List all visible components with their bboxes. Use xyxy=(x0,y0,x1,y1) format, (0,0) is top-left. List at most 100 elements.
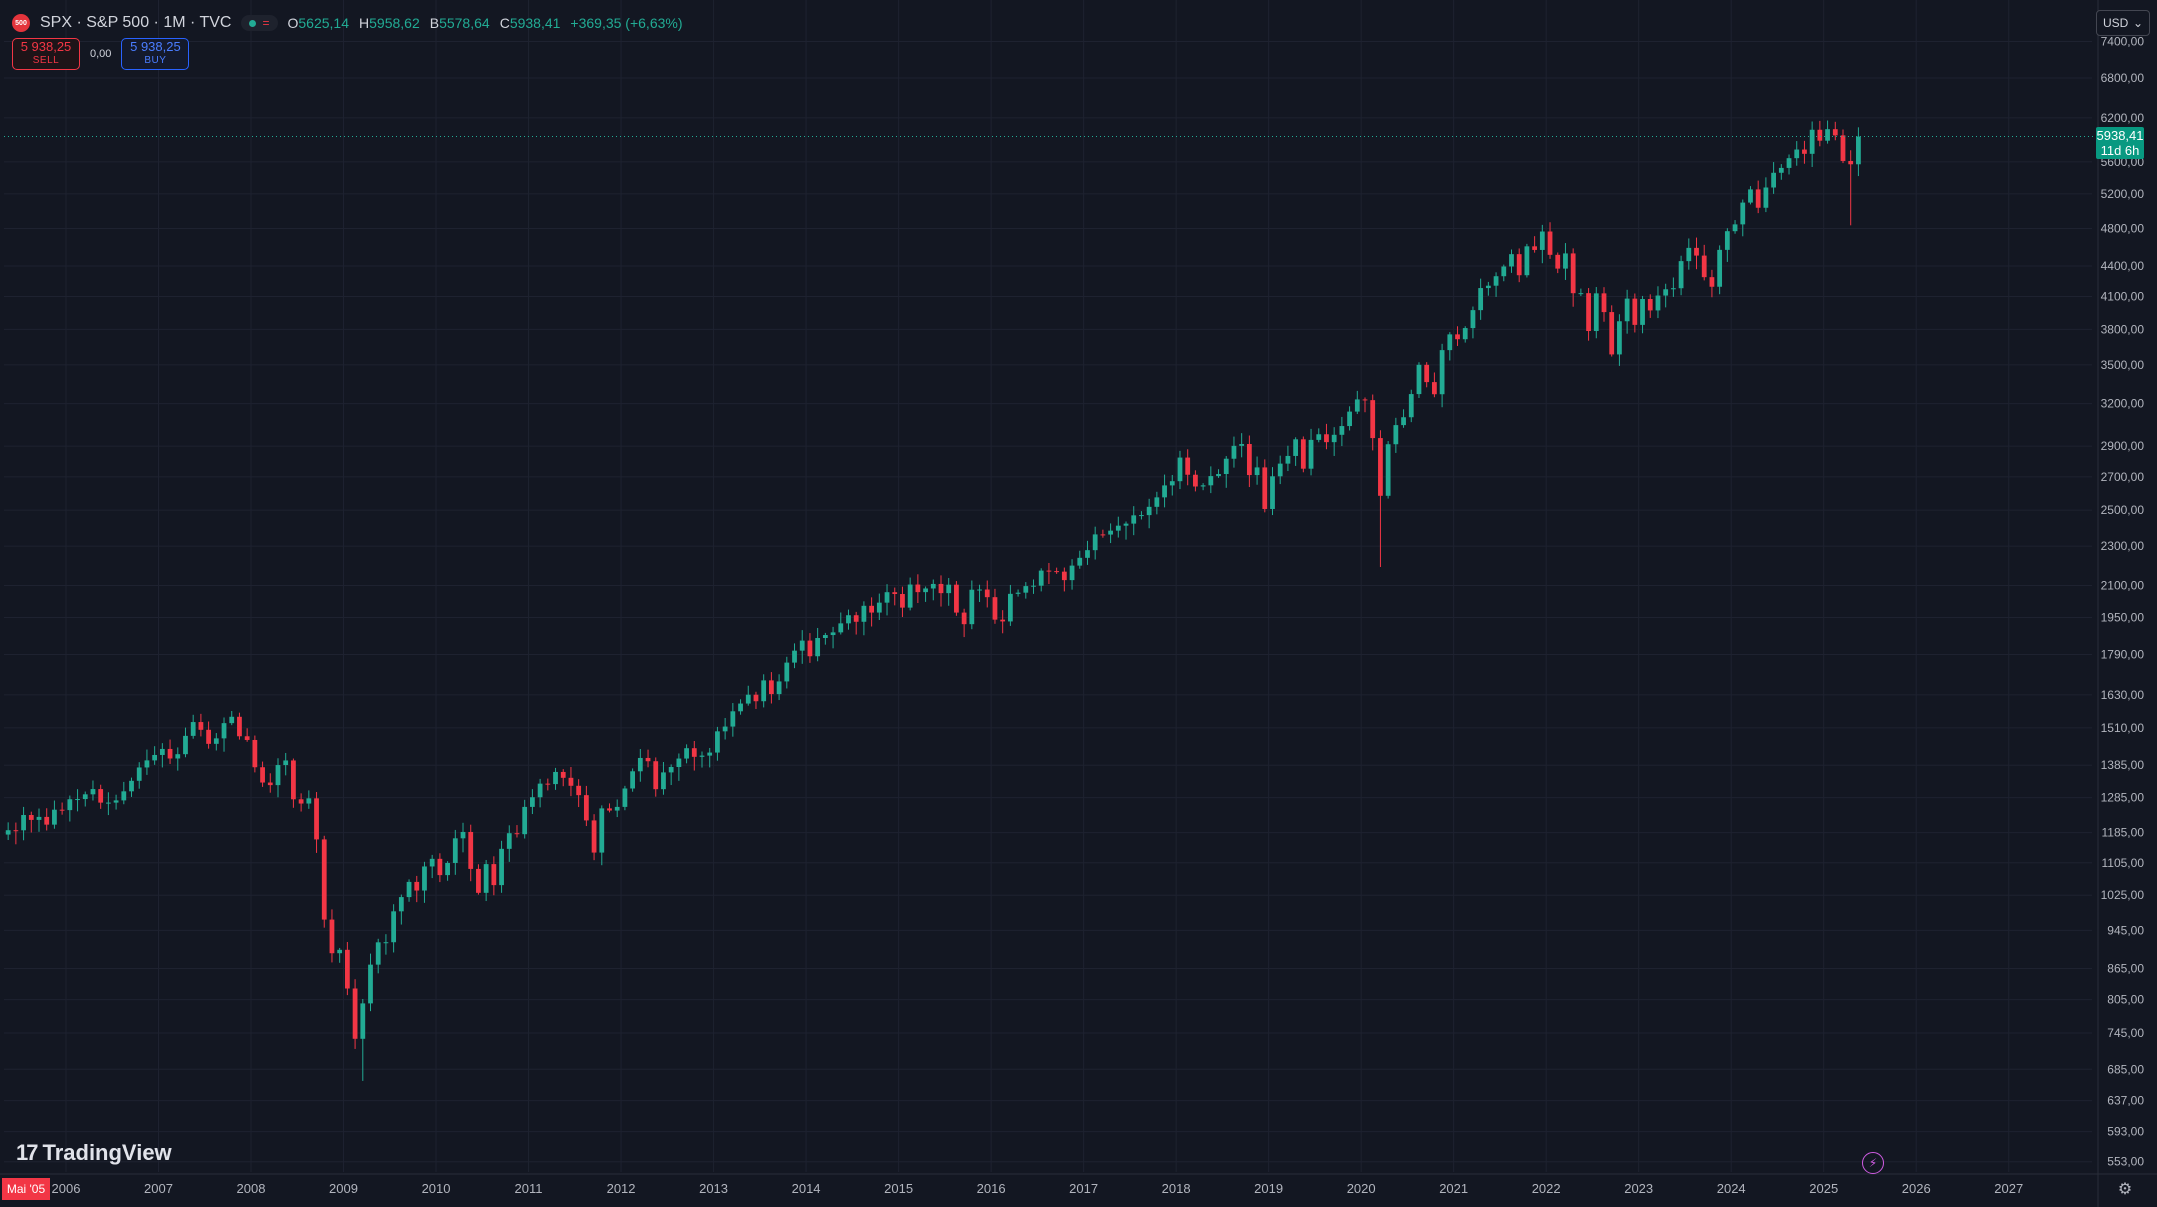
candle-body xyxy=(1771,172,1776,188)
candle-body xyxy=(113,800,119,803)
sell-price: 5 938,25 xyxy=(20,39,72,54)
market-open-dot-icon xyxy=(249,19,257,27)
currency-select[interactable]: USD ⌄ xyxy=(2096,10,2150,36)
candle-body xyxy=(1802,149,1807,154)
candle-body xyxy=(1208,476,1214,486)
candle-body xyxy=(1632,298,1638,325)
candle-body xyxy=(1146,506,1152,516)
candle-body xyxy=(1362,399,1368,401)
market-status-pill[interactable]: = xyxy=(241,15,278,31)
candle-body xyxy=(653,761,659,790)
x-tick-label: 2020 xyxy=(1347,1181,1376,1196)
candle-body xyxy=(668,767,674,773)
candle-body xyxy=(792,650,797,663)
candle-body xyxy=(1601,293,1607,313)
candle-body xyxy=(375,942,381,965)
last-price-value: 5938,41 xyxy=(2096,127,2144,143)
candle-body xyxy=(1354,399,1360,412)
candle-body xyxy=(1678,261,1684,289)
candle-body xyxy=(1139,515,1144,517)
candle-body xyxy=(961,612,967,625)
candle-body xyxy=(1524,246,1530,276)
candle-body xyxy=(1223,458,1229,475)
candle-body xyxy=(499,848,504,886)
candle-body xyxy=(954,584,959,613)
candle-body xyxy=(360,1003,366,1039)
tradingview-logo[interactable]: 17 TradingView xyxy=(16,1140,172,1166)
candle-body xyxy=(252,739,258,768)
candle-body xyxy=(1331,434,1337,443)
candle-body xyxy=(884,592,890,603)
candle-body xyxy=(699,755,705,757)
candle-body xyxy=(1686,247,1692,262)
first-date-label: Mai '05 xyxy=(2,1178,50,1200)
x-tick-label: 2014 xyxy=(792,1181,821,1196)
brand-name: TradingView xyxy=(42,1140,172,1165)
buy-button[interactable]: 5 938,25 BUY xyxy=(121,38,190,70)
sell-button[interactable]: 5 938,25 SELL xyxy=(12,38,80,70)
candle-body xyxy=(183,735,188,755)
x-tick-label: 2021 xyxy=(1439,1181,1468,1196)
candle-body xyxy=(537,783,543,798)
tv-logo-icon: 17 xyxy=(16,1140,39,1165)
candle-body xyxy=(406,881,412,898)
candle-body xyxy=(1108,530,1113,535)
candle-body xyxy=(599,808,605,853)
y-tick-label: 1025,00 xyxy=(2101,888,2145,902)
candle-body xyxy=(1663,289,1669,296)
candle-body xyxy=(1200,485,1206,487)
candle-body xyxy=(676,758,682,768)
candle-body xyxy=(429,858,435,867)
candle-body xyxy=(853,615,859,622)
candle-body xyxy=(1832,129,1838,136)
candle-body xyxy=(1701,255,1707,278)
settings-gear-icon[interactable]: ⚙ xyxy=(2117,1181,2133,1198)
candle-body xyxy=(121,791,127,801)
equals-icon: = xyxy=(262,16,270,30)
y-tick-label: 945,00 xyxy=(2107,923,2144,937)
candle-body xyxy=(1778,167,1784,173)
candle-body xyxy=(1216,474,1221,477)
candle-body xyxy=(260,767,265,783)
last-price-label: 5938,41 11d 6h xyxy=(2096,126,2144,159)
candle-body xyxy=(1193,474,1198,487)
candle-body xyxy=(67,799,73,811)
x-tick-label: 2016 xyxy=(977,1181,1006,1196)
x-tick-label: 2018 xyxy=(1162,1181,1191,1196)
candle-body xyxy=(175,754,181,759)
candle-body xyxy=(645,757,651,762)
candle-body xyxy=(1015,592,1021,594)
candle-body xyxy=(1809,129,1815,154)
candle-body xyxy=(661,772,666,790)
candle-body xyxy=(815,637,821,657)
y-tick-label: 593,00 xyxy=(2107,1125,2144,1139)
candle-body xyxy=(1578,293,1584,295)
candle-body xyxy=(1724,231,1730,250)
candle-body xyxy=(1555,254,1561,269)
candle-body xyxy=(21,815,26,831)
candle-body xyxy=(838,623,844,633)
candle-body xyxy=(476,868,481,893)
y-tick-label: 2500,00 xyxy=(2101,503,2145,517)
x-tick-label: 2013 xyxy=(699,1181,728,1196)
buy-price: 5 938,25 xyxy=(130,39,181,54)
y-tick-label: 6800,00 xyxy=(2101,71,2145,85)
candle-body xyxy=(1069,565,1075,581)
candle-body xyxy=(1432,382,1437,395)
candle-body xyxy=(861,605,867,622)
candle-body xyxy=(830,632,836,636)
candle-body xyxy=(1840,135,1846,161)
symbol-title[interactable]: SPX · S&P 500 · 1M · TVC xyxy=(40,14,232,31)
x-tick-label: 2017 xyxy=(1069,1181,1098,1196)
candle-body xyxy=(105,802,111,804)
candle-body xyxy=(930,583,936,589)
candle-body xyxy=(1177,457,1183,482)
candle-body xyxy=(1239,444,1245,446)
candle-body xyxy=(1246,444,1252,476)
candle-body xyxy=(607,808,612,811)
candle-body xyxy=(869,605,874,613)
candle-body xyxy=(1007,593,1013,622)
y-tick-label: 3800,00 xyxy=(2101,322,2145,336)
lightning-icon[interactable]: ⚡ xyxy=(1862,1152,1884,1174)
